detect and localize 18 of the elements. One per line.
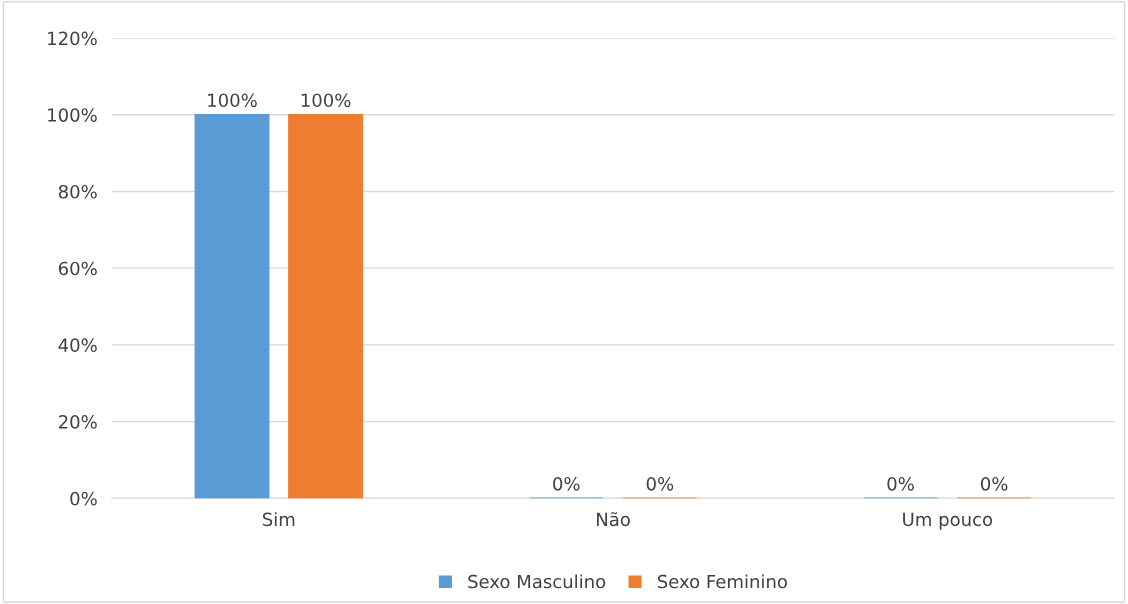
y-tick-label: 0%: [70, 491, 97, 506]
data-label: 100%: [301, 93, 351, 108]
x-tick-label: Sim: [262, 512, 295, 527]
y-tick-label: 60%: [58, 261, 97, 276]
data-label: 100%: [208, 93, 257, 108]
y-tick-label: 80%: [58, 184, 97, 199]
y-tick-label: 100%: [48, 108, 97, 122]
y-tick-label: 40%: [58, 338, 97, 352]
y-tick-label: 20%: [58, 415, 97, 429]
legend-label: Sexo Feminino: [657, 574, 787, 589]
data-label: 0%: [981, 476, 1008, 491]
data-label: 0%: [646, 476, 674, 491]
x-tick-label: Um pouco: [903, 512, 993, 530]
legend-label: Sexo Masculino: [468, 574, 606, 589]
data-label: 0%: [553, 476, 580, 491]
x-tick-label: Não: [597, 511, 630, 527]
data-label: 0%: [887, 476, 914, 491]
y-tick-label: 120%: [48, 31, 97, 46]
